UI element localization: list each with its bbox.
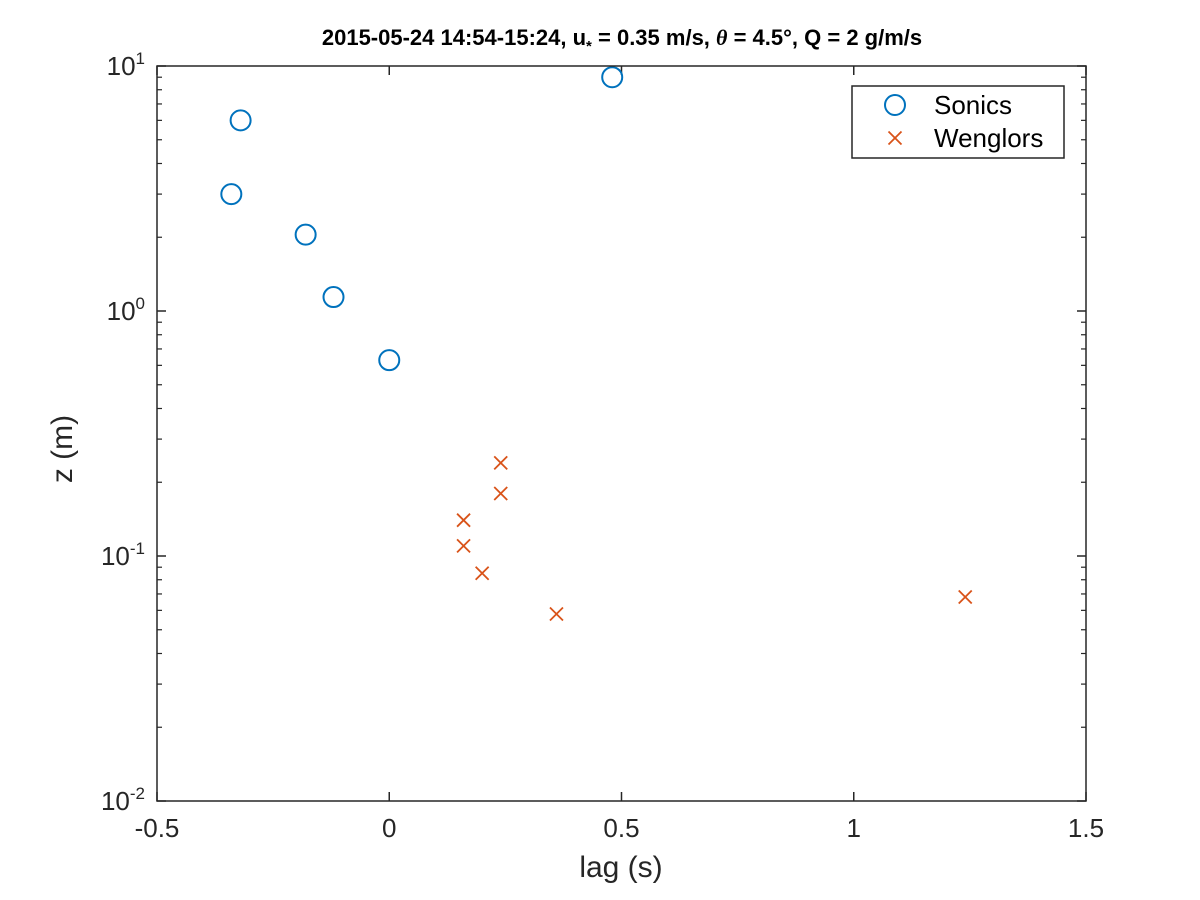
y-axis-label: z (m) <box>46 415 79 483</box>
x-tick-label: -0.5 <box>135 813 180 843</box>
sonics-legend-marker <box>884 94 906 116</box>
tick-labels: -0.5 0 0.5 1 1.5 10-2 10-1 100 101 <box>101 49 1104 843</box>
legend-label-wenglors: Wenglors <box>934 123 1043 153</box>
data-markers <box>220 66 973 622</box>
x-tick-label: 0.5 <box>603 813 639 843</box>
y-tick-label: 100 <box>107 294 145 326</box>
x-axis-label: lag (s) <box>579 851 662 884</box>
wenglors-legend-marker <box>887 130 903 146</box>
plot-area <box>157 66 1086 801</box>
axes-box <box>156 65 1087 802</box>
wenglors-point <box>456 538 471 553</box>
wenglors-point <box>958 589 973 605</box>
sonics-point <box>294 223 317 246</box>
sonics-point <box>601 66 624 89</box>
x-tick-label: 1 <box>847 813 861 843</box>
x-tick-label: 0 <box>382 813 396 843</box>
wenglors-point <box>493 486 508 501</box>
y-tick-label: 101 <box>107 49 145 81</box>
y-tick-label: 10-1 <box>101 539 145 571</box>
y-tick-label: 10-2 <box>101 784 145 816</box>
chart-title: 2015-05-24 14:54-15:24, u* = 0.35 m/s, θ… <box>322 25 922 55</box>
wenglors-point <box>475 566 490 581</box>
legend-label-sonics: Sonics <box>934 90 1012 120</box>
x-tick-label: 1.5 <box>1068 813 1104 843</box>
wenglors-point <box>456 513 471 528</box>
wenglors-point <box>493 455 508 470</box>
wenglors-point <box>549 606 564 622</box>
sonics-point <box>229 109 252 132</box>
sonics-point <box>378 349 401 372</box>
sonics-point <box>220 183 243 206</box>
sonics-point <box>322 286 345 309</box>
